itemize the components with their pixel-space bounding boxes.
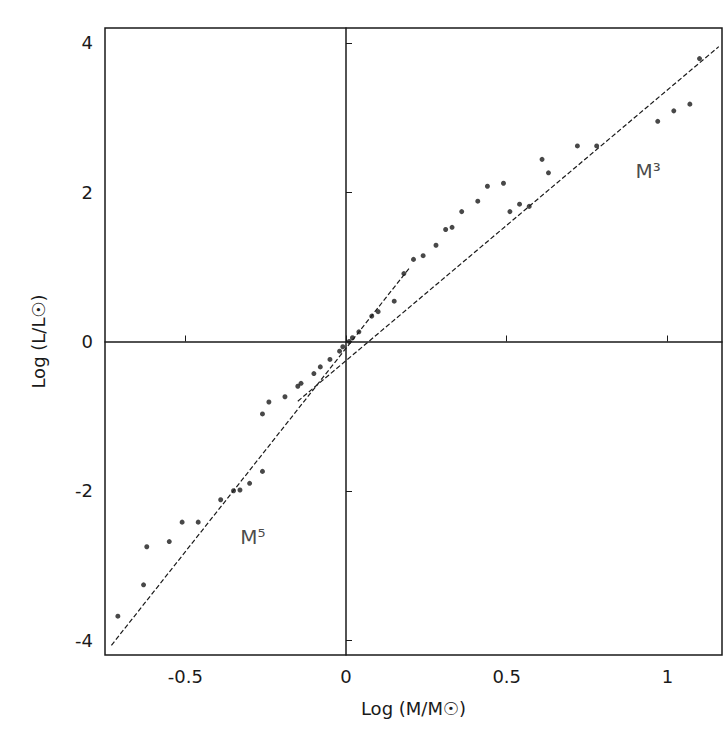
svg-text:0.5: 0.5 — [492, 666, 521, 687]
svg-text:Log (L/L☉): Log (L/L☉) — [28, 294, 49, 388]
svg-text:-4: -4 — [75, 630, 93, 651]
svg-text:4: 4 — [82, 32, 93, 53]
svg-text:-0.5: -0.5 — [168, 666, 203, 687]
svg-text:2: 2 — [82, 182, 93, 203]
svg-text:-2: -2 — [75, 480, 93, 501]
svg-text:Log (M/M☉): Log (M/M☉) — [361, 698, 466, 719]
svg-text:M³: M³ — [635, 159, 660, 183]
svg-text:1: 1 — [662, 666, 673, 687]
svg-text:0: 0 — [340, 666, 351, 687]
svg-text:M⁵: M⁵ — [240, 525, 265, 549]
svg-text:0: 0 — [82, 331, 93, 352]
